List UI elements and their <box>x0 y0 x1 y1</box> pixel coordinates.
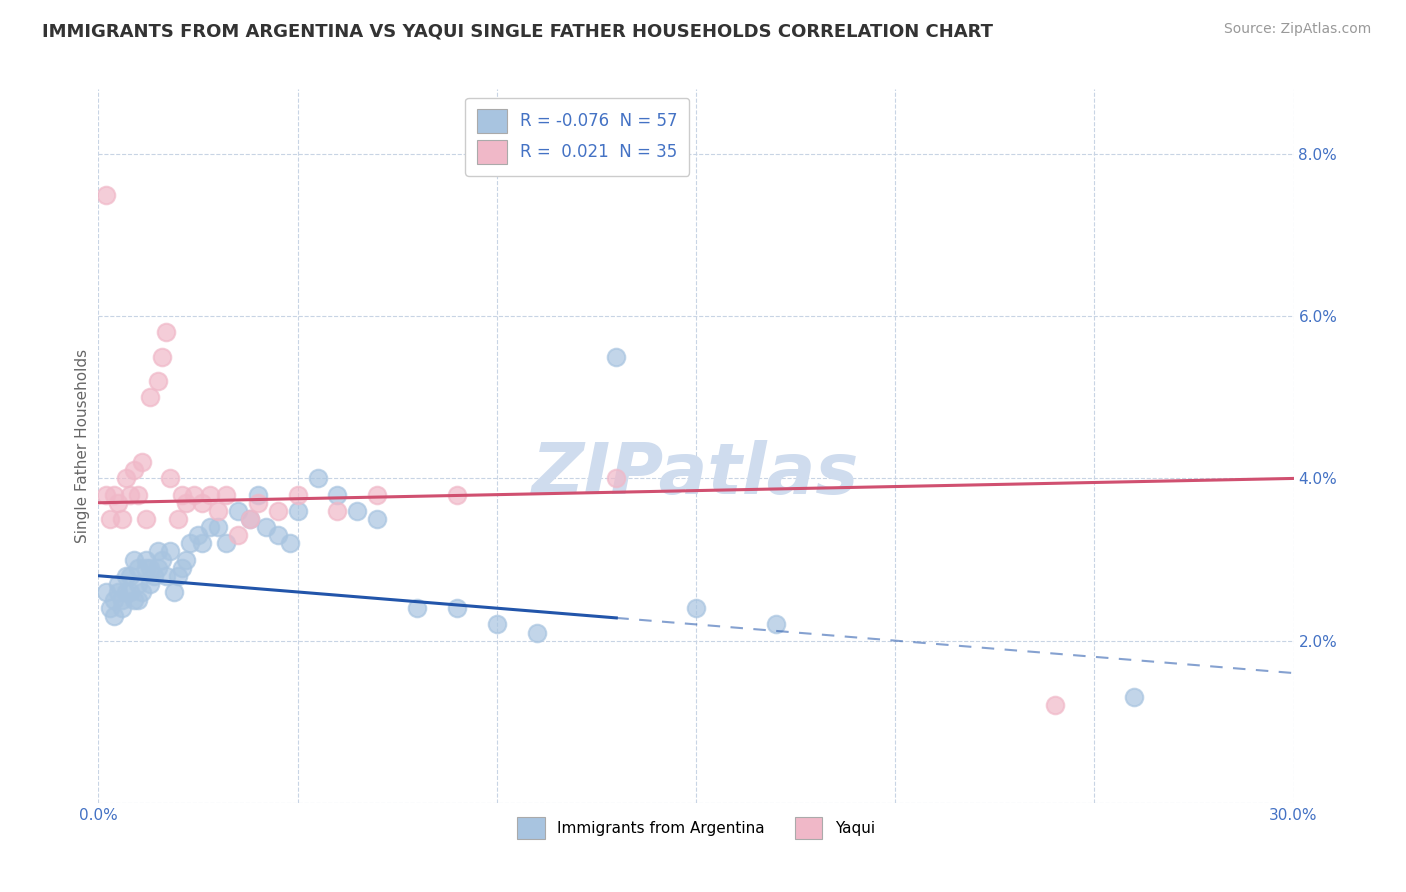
Point <box>139 390 162 404</box>
Text: Source: ZipAtlas.com: Source: ZipAtlas.com <box>1223 22 1371 37</box>
Point <box>124 463 146 477</box>
Point <box>115 568 138 582</box>
Point <box>207 504 229 518</box>
Y-axis label: Single Father Households: Single Father Households <box>75 349 90 543</box>
Point <box>127 488 149 502</box>
Point <box>191 536 214 550</box>
Point <box>215 488 238 502</box>
Point <box>139 560 162 574</box>
Point <box>167 512 190 526</box>
Point <box>446 601 468 615</box>
Point <box>267 528 290 542</box>
Point <box>124 552 146 566</box>
Point <box>174 496 197 510</box>
Point <box>172 488 194 502</box>
Point <box>103 593 125 607</box>
Point <box>198 488 221 502</box>
Point <box>159 471 181 485</box>
Point <box>485 617 508 632</box>
Point <box>163 585 186 599</box>
Point <box>179 536 201 550</box>
Point <box>174 552 197 566</box>
Point <box>155 326 177 340</box>
Point <box>120 488 142 502</box>
Point <box>115 471 138 485</box>
Point <box>103 488 125 502</box>
Point <box>111 601 134 615</box>
Point <box>183 488 205 502</box>
Point <box>446 488 468 502</box>
Text: IMMIGRANTS FROM ARGENTINA VS YAQUI SINGLE FATHER HOUSEHOLDS CORRELATION CHART: IMMIGRANTS FROM ARGENTINA VS YAQUI SINGL… <box>42 22 993 40</box>
Point <box>1043 698 1066 713</box>
Point <box>139 577 162 591</box>
Point <box>207 520 229 534</box>
Point <box>150 552 173 566</box>
Point <box>98 512 122 526</box>
Point <box>406 601 429 615</box>
Point <box>346 504 368 518</box>
Point <box>1123 690 1146 705</box>
Point <box>111 512 134 526</box>
Point <box>148 560 170 574</box>
Point <box>148 544 170 558</box>
Point <box>96 585 118 599</box>
Point <box>107 577 129 591</box>
Point <box>246 488 269 502</box>
Point <box>120 585 142 599</box>
Point <box>287 488 309 502</box>
Point <box>239 512 262 526</box>
Point <box>131 455 153 469</box>
Point <box>127 593 149 607</box>
Point <box>135 560 157 574</box>
Point <box>103 609 125 624</box>
Point <box>115 585 138 599</box>
Point <box>605 471 627 485</box>
Point <box>307 471 329 485</box>
Legend: Immigrants from Argentina, Yaqui: Immigrants from Argentina, Yaqui <box>510 811 882 845</box>
Point <box>191 496 214 510</box>
Point <box>246 496 269 510</box>
Point <box>326 504 349 518</box>
Point <box>198 520 221 534</box>
Point <box>96 187 118 202</box>
Point <box>135 552 157 566</box>
Point <box>239 512 262 526</box>
Text: ZIPatlas: ZIPatlas <box>533 440 859 509</box>
Point <box>159 544 181 558</box>
Point <box>366 488 388 502</box>
Point <box>143 568 166 582</box>
Point <box>148 374 170 388</box>
Point <box>226 504 249 518</box>
Point <box>326 488 349 502</box>
Point <box>287 504 309 518</box>
Point <box>215 536 238 550</box>
Point <box>131 585 153 599</box>
Point <box>685 601 707 615</box>
Point <box>124 593 146 607</box>
Point <box>98 601 122 615</box>
Point <box>172 560 194 574</box>
Point <box>526 625 548 640</box>
Point <box>366 512 388 526</box>
Point <box>226 528 249 542</box>
Point <box>127 560 149 574</box>
Point <box>155 568 177 582</box>
Point <box>96 488 118 502</box>
Point <box>187 528 209 542</box>
Point <box>278 536 301 550</box>
Point <box>111 593 134 607</box>
Point <box>150 350 173 364</box>
Point <box>127 577 149 591</box>
Point <box>167 568 190 582</box>
Point <box>267 504 290 518</box>
Point <box>107 585 129 599</box>
Point <box>107 496 129 510</box>
Point <box>254 520 277 534</box>
Point <box>120 568 142 582</box>
Point <box>605 350 627 364</box>
Point <box>765 617 787 632</box>
Point <box>135 512 157 526</box>
